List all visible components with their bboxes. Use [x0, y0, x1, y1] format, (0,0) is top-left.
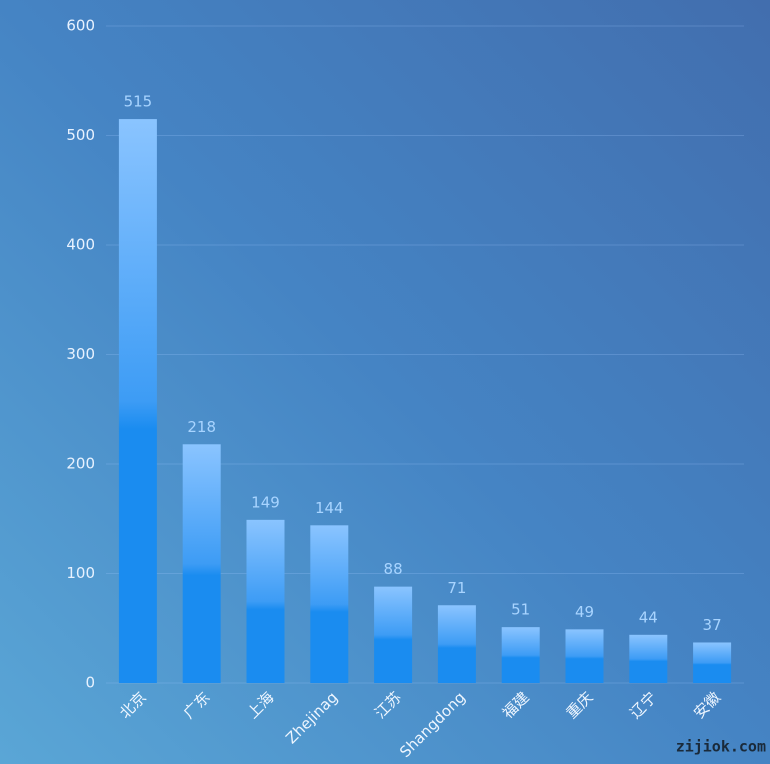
bar [693, 642, 732, 683]
value-label: 149 [251, 493, 280, 511]
bar [246, 519, 285, 683]
y-tick-label: 400 [66, 236, 95, 254]
bar [565, 629, 604, 683]
y-tick-label: 300 [66, 345, 95, 363]
value-label: 218 [187, 418, 216, 436]
bar [437, 605, 476, 683]
bar [118, 119, 157, 683]
bar [629, 634, 668, 683]
value-label: 51 [511, 601, 530, 619]
value-label: 49 [575, 603, 594, 621]
value-label: 71 [447, 579, 466, 597]
y-tick-label: 100 [66, 564, 95, 582]
value-label: 88 [384, 560, 403, 578]
value-label: 37 [703, 616, 722, 634]
y-tick-label: 200 [66, 455, 95, 473]
y-tick-label: 0 [85, 674, 95, 692]
value-label: 44 [639, 608, 658, 626]
y-tick-label: 500 [66, 126, 95, 144]
watermark: zijiok.com [676, 738, 766, 756]
bar [310, 525, 349, 683]
bar [374, 586, 413, 683]
bar [501, 627, 540, 683]
value-label: 515 [124, 93, 153, 111]
value-label: 144 [315, 499, 344, 517]
y-tick-label: 600 [66, 17, 95, 35]
bar [182, 444, 221, 683]
